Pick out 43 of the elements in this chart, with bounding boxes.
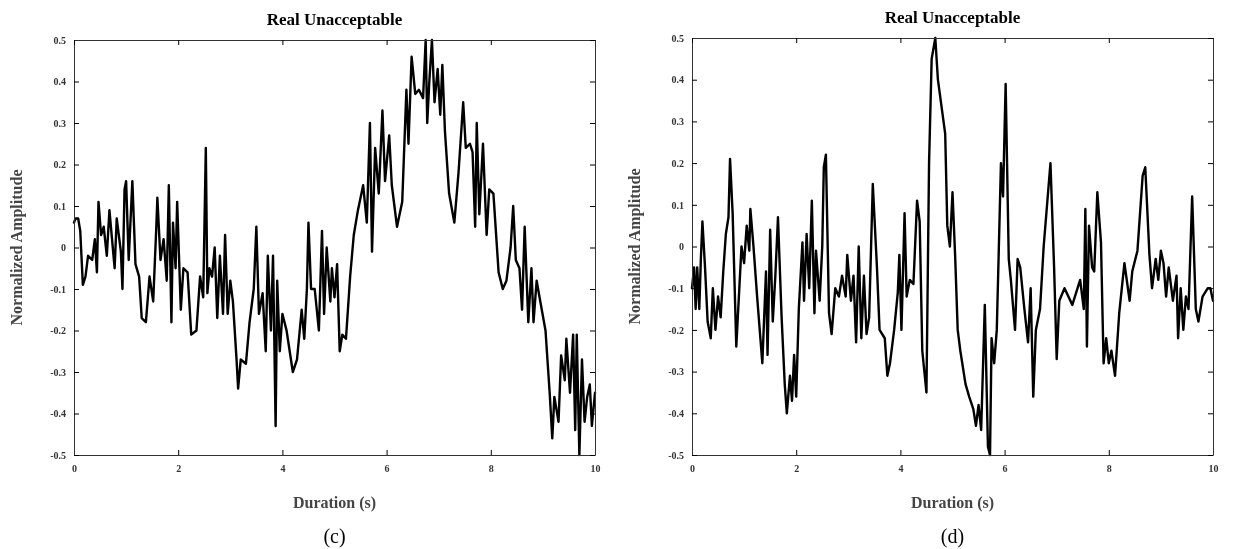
y-axis-title: Normalized Amplitude	[626, 168, 644, 325]
y-tick-label: 0.1	[53, 200, 66, 212]
y-tick-label: 0.4	[53, 76, 66, 88]
y-tick-label: 0	[679, 241, 684, 253]
y-tick-label: 0.1	[671, 199, 684, 211]
y-tick-label: -0.1	[668, 282, 684, 294]
y-axis-title: Normalized Amplitude	[8, 169, 26, 326]
x-tick-label: 0	[690, 463, 695, 475]
y-tick-label: 0	[61, 242, 66, 254]
y-tick-label: -0.3	[50, 366, 66, 378]
x-tick-label: 10	[1208, 463, 1219, 475]
x-axis-title: Duration (s)	[910, 494, 995, 512]
x-tick-label: 4	[898, 463, 904, 475]
y-tick-label: -0.5	[50, 449, 66, 461]
y-tick-label: -0.4	[668, 408, 684, 419]
text: (c)	[323, 525, 346, 548]
y-tick-label: 0.3	[53, 117, 66, 129]
y-tick-label: 0.5	[671, 32, 684, 44]
y-tick-label: -0.5	[668, 449, 684, 461]
y-tick-label: -0.2	[668, 324, 684, 336]
line-series	[72, 38, 597, 457]
text: (d)	[940, 525, 965, 548]
y-tick-label: 0.3	[671, 116, 684, 128]
x-tick-label: 2	[176, 463, 182, 475]
x-tick-label: 2	[794, 463, 800, 475]
y-tick-label: 0.2	[53, 159, 66, 171]
x-tick-label: 6	[384, 463, 390, 475]
y-tick-label: -0.2	[50, 325, 66, 337]
chart-title: Real Unacceptable	[884, 8, 1021, 27]
x-tick-label: 4	[280, 463, 286, 475]
x-tick-label: 0	[72, 463, 77, 475]
y-tick-label: -0.3	[668, 366, 684, 378]
x-tick-label: 8	[488, 463, 494, 475]
y-tick-label: -0.4	[50, 408, 66, 420]
y-tick-label: 0.5	[53, 34, 66, 46]
x-tick-label: 6	[1002, 463, 1008, 475]
y-tick-label: 0.2	[671, 157, 684, 169]
chart-title: Real Unacceptable	[266, 10, 403, 29]
x-axis-title: Duration (s)	[292, 494, 377, 512]
y-tick-label: -0.1	[50, 283, 66, 295]
x-tick-label: 8	[1106, 463, 1112, 475]
x-tick-label: 10	[590, 463, 601, 475]
y-tick-label: 0.4	[671, 74, 684, 86]
